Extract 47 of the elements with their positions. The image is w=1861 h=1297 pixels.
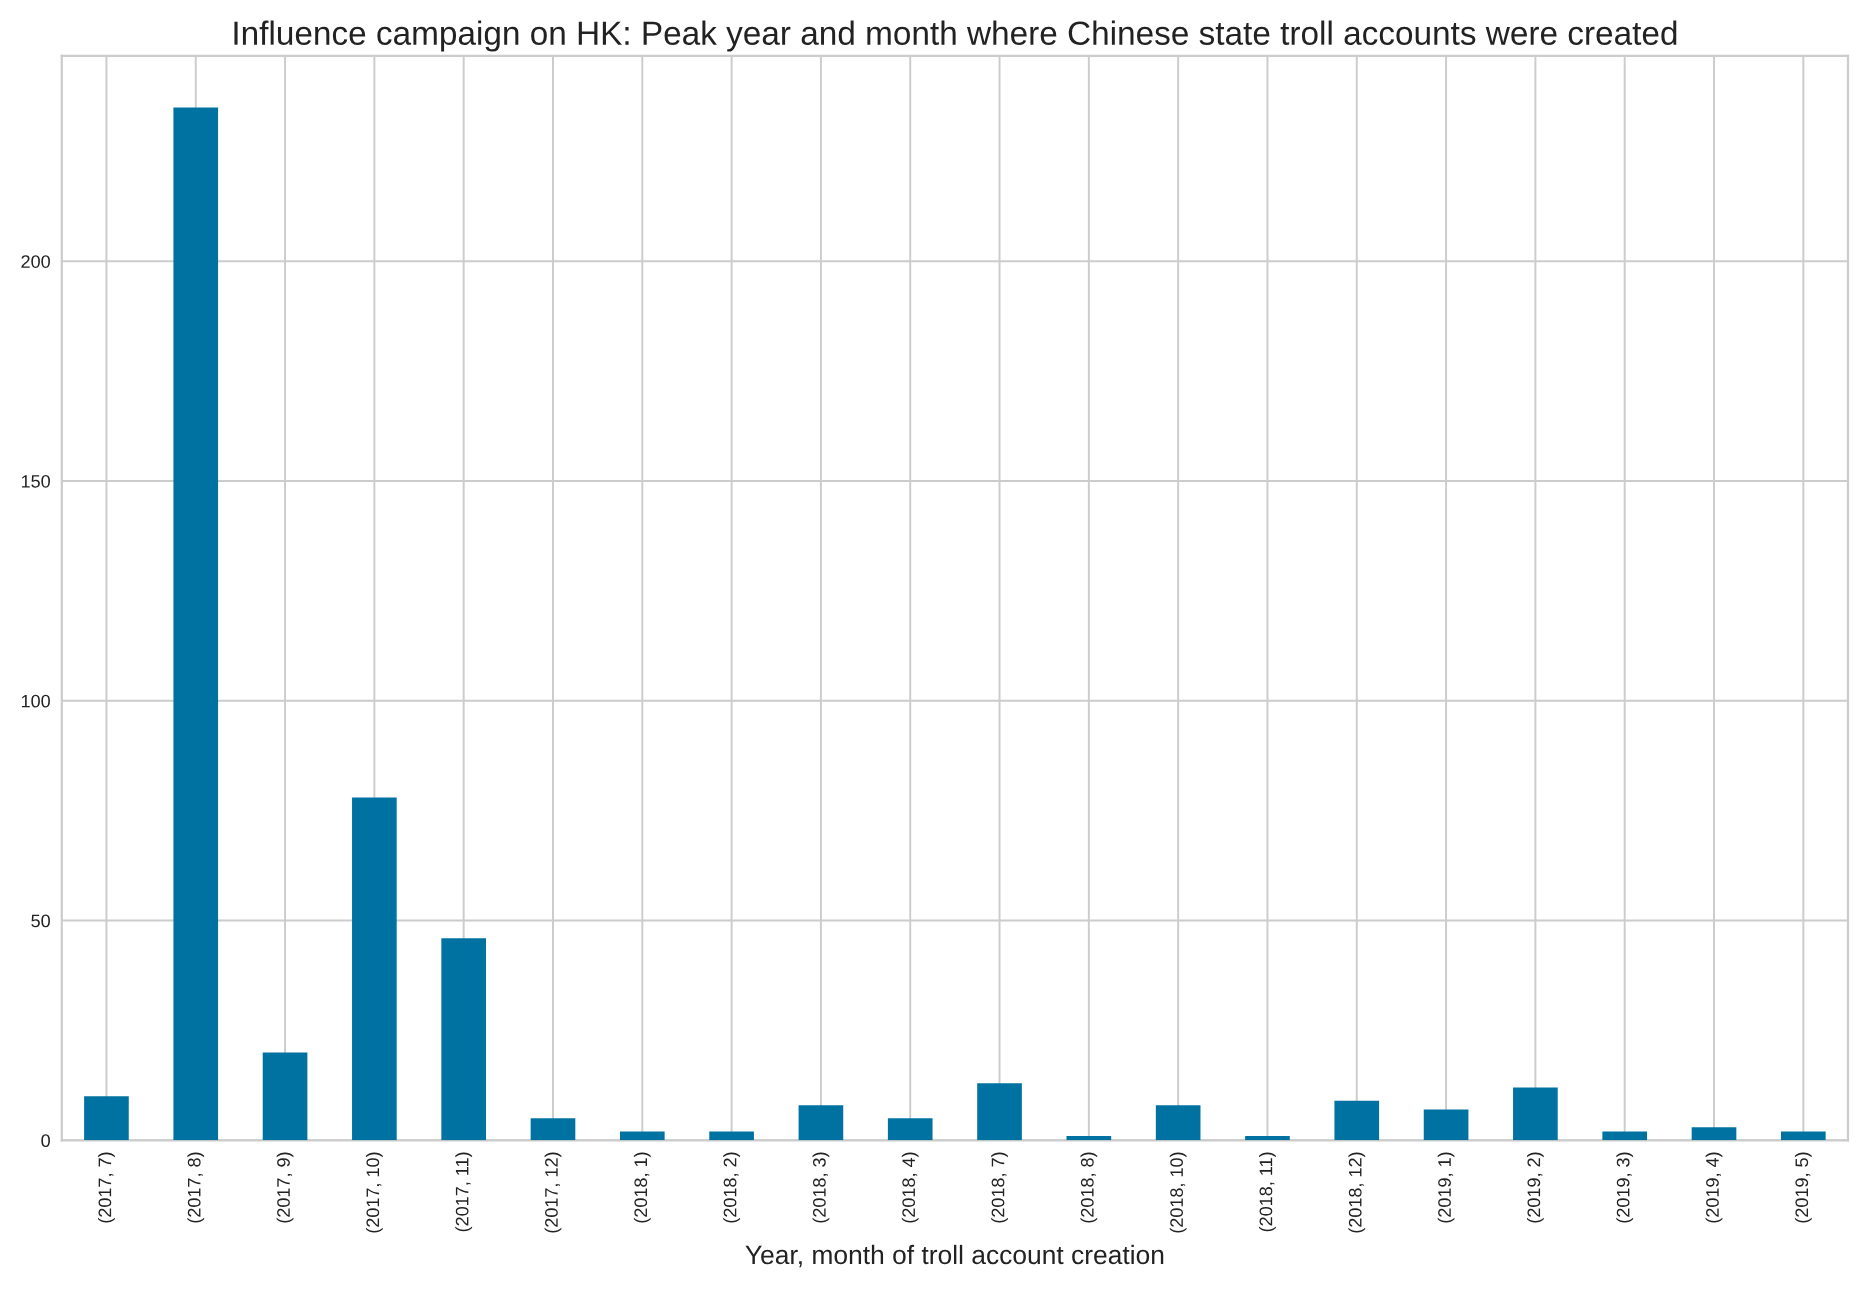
bar [262, 1052, 308, 1141]
x-tick-label: (2018, 7) [991, 1152, 1008, 1223]
bar [441, 938, 486, 1141]
x-tick-label: (2019, 5) [1794, 1152, 1812, 1223]
bar [84, 1096, 129, 1141]
bar [1334, 1100, 1380, 1141]
bar [977, 1083, 1022, 1141]
x-tick-label: (2018, 1) [633, 1152, 651, 1223]
x-tick-label: (2018, 11) [1259, 1152, 1276, 1232]
x-tick-label: (2017, 10) [365, 1152, 383, 1233]
x-tick-label: (2018, 3) [812, 1152, 830, 1223]
x-tick-label: (2019, 4) [1705, 1152, 1723, 1223]
y-tick-label: 0 [41, 1134, 50, 1148]
x-tick-label: (2017, 11) [455, 1152, 473, 1232]
x-tick-label: (2018, 4) [901, 1152, 919, 1223]
bar [887, 1118, 933, 1141]
chart-title: Influence campaign on HK: Peak year and month where Chinese state troll accounts were created [234, 20, 1677, 52]
y-tick-label: 100 [21, 694, 50, 708]
bar [1513, 1087, 1558, 1141]
x-tick-label: (2018, 12) [1348, 1152, 1366, 1233]
x-axis-title: Year, month of troll account creation [745, 1244, 1164, 1268]
bar [352, 797, 397, 1141]
bar [798, 1105, 844, 1141]
y-tick-label: 150 [21, 474, 50, 488]
bar [173, 107, 219, 1141]
x-tick-label: (2017, 8) [187, 1152, 205, 1223]
x-tick-label: (2017, 12) [544, 1152, 562, 1233]
x-tick-label: (2018, 8) [1080, 1152, 1098, 1223]
bar [709, 1131, 754, 1141]
x-tick-label: (2019, 2) [1526, 1152, 1544, 1223]
x-tick-label: (2018, 10) [1169, 1152, 1187, 1233]
bar [619, 1131, 665, 1141]
x-tick-label: (2017, 7) [98, 1152, 115, 1223]
y-tick-label: 50 [31, 914, 50, 928]
bar [1691, 1127, 1737, 1141]
y-tick-label: 200 [21, 255, 50, 268]
bar [1155, 1105, 1201, 1141]
x-tick-label: (2017, 9) [276, 1152, 294, 1223]
bar [1602, 1131, 1648, 1141]
bar [1066, 1135, 1112, 1141]
bar [1245, 1135, 1290, 1141]
bar [530, 1118, 576, 1141]
x-tick-label: (2018, 2) [723, 1152, 741, 1223]
x-tick-label: (2019, 3) [1616, 1152, 1634, 1223]
x-tick-label: (2019, 1) [1437, 1152, 1455, 1223]
bar [1780, 1131, 1826, 1141]
bar [1423, 1109, 1469, 1141]
